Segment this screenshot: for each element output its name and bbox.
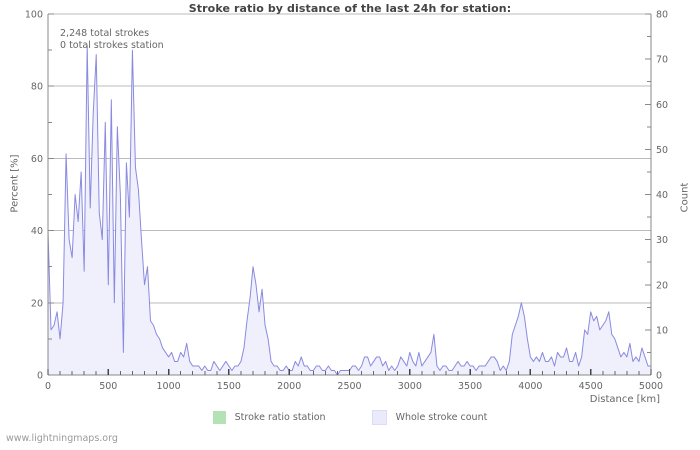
svg-text:100: 100 xyxy=(25,10,43,21)
svg-text:3500: 3500 xyxy=(458,381,482,392)
svg-text:1000: 1000 xyxy=(157,381,181,392)
svg-text:0: 0 xyxy=(656,371,662,382)
annotation-total-strokes: 2,248 total strokes xyxy=(60,28,150,39)
chart-title: Stroke ratio by distance of the last 24h… xyxy=(188,2,512,15)
svg-text:4000: 4000 xyxy=(518,381,542,392)
legend-swatch-whole-stroke-count xyxy=(371,410,387,425)
legend-item-stroke-ratio-station: Stroke ratio station xyxy=(212,411,326,424)
svg-text:70: 70 xyxy=(656,55,668,66)
svg-text:60: 60 xyxy=(31,154,43,165)
svg-text:20: 20 xyxy=(656,280,668,291)
svg-text:80: 80 xyxy=(656,10,668,21)
legend-label-whole-stroke-count: Whole stroke count xyxy=(395,412,488,423)
svg-text:4500: 4500 xyxy=(579,381,603,392)
svg-text:50: 50 xyxy=(656,145,668,156)
annotation-total-strokes-station: 0 total strokes station xyxy=(60,40,164,51)
y-axis-label-left: Percent [%] xyxy=(9,154,21,213)
svg-text:40: 40 xyxy=(656,190,668,201)
legend-swatch-stroke-ratio-station xyxy=(212,411,226,424)
y-axis-label-right: Count xyxy=(679,182,691,213)
svg-text:2000: 2000 xyxy=(277,381,301,392)
svg-text:30: 30 xyxy=(656,235,668,246)
footer-url: www.lightningmaps.org xyxy=(6,433,118,444)
x-axis-label: Distance [km] xyxy=(589,394,660,405)
svg-text:60: 60 xyxy=(656,100,668,111)
svg-text:3000: 3000 xyxy=(398,381,422,392)
svg-text:5000: 5000 xyxy=(639,381,663,392)
svg-text:0: 0 xyxy=(37,371,43,382)
legend-item-whole-stroke-count: Whole stroke count xyxy=(371,410,488,425)
svg-text:1500: 1500 xyxy=(217,381,241,392)
svg-text:500: 500 xyxy=(99,381,117,392)
svg-text:80: 80 xyxy=(31,82,43,93)
svg-text:0: 0 xyxy=(45,381,51,392)
svg-text:20: 20 xyxy=(31,298,43,309)
svg-text:40: 40 xyxy=(31,226,43,237)
svg-text:2500: 2500 xyxy=(337,381,361,392)
chart-legend: Stroke ratio station Whole stroke count xyxy=(0,410,700,425)
svg-text:10: 10 xyxy=(656,325,668,336)
legend-label-stroke-ratio-station: Stroke ratio station xyxy=(234,412,326,423)
